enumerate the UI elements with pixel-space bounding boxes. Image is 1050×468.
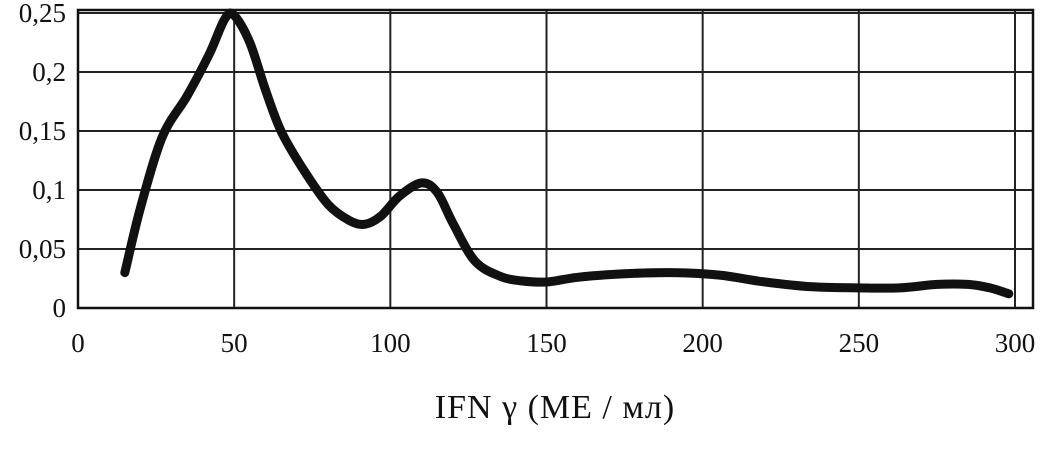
y-axis-tick-labels: 0 0,05 0,1 0,15 0,2 0,25 (19, 0, 66, 323)
x-tick-label: 150 (526, 328, 567, 358)
x-axis-tick-labels: 0 50 100 150 200 250 300 (71, 328, 1035, 358)
y-tick-label: 0,05 (19, 234, 66, 264)
y-tick-label: 0,2 (32, 57, 66, 87)
x-tick-label: 200 (682, 328, 723, 358)
x-tick-label: 0 (71, 328, 85, 358)
x-tick-label: 250 (839, 328, 880, 358)
x-tick-label: 300 (995, 328, 1036, 358)
y-tick-label: 0,1 (32, 175, 66, 205)
series-line (120, 8, 1014, 299)
x-tick-label: 100 (370, 328, 411, 358)
y-tick-label: 0,15 (19, 116, 66, 146)
grid (78, 10, 1033, 308)
y-tick-label: 0 (53, 293, 67, 323)
x-axis-title: IFN γ (МЕ / мл) (435, 389, 675, 426)
series (120, 8, 1014, 299)
plot-frame (76, 8, 1035, 310)
y-tick-label: 0,25 (19, 0, 66, 28)
x-tick-label: 50 (221, 328, 248, 358)
